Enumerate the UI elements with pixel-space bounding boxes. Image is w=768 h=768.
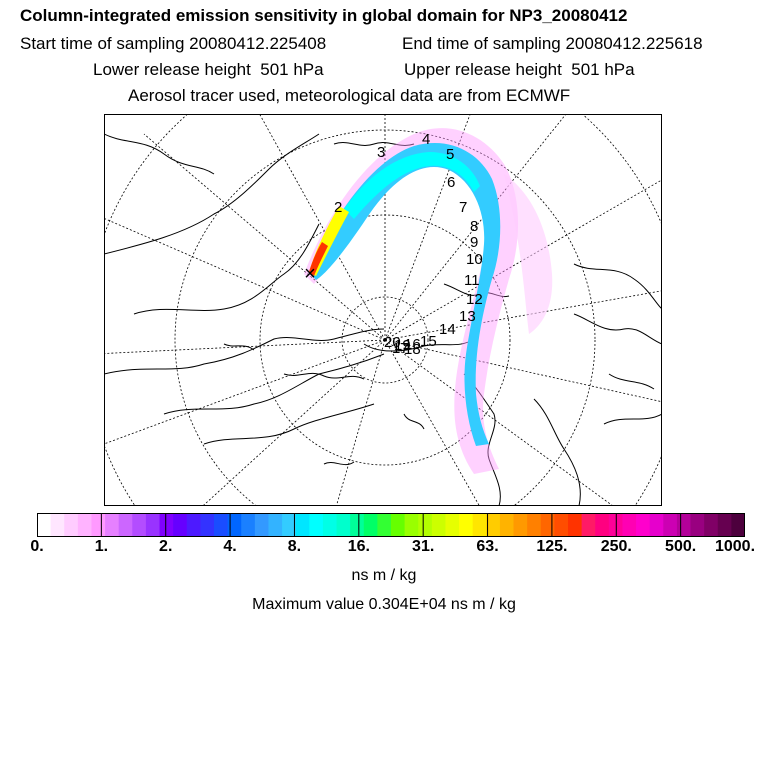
colorbar-cell (336, 513, 351, 537)
colorbar-units: ns m / kg (351, 567, 417, 584)
colorbar-cell (64, 513, 79, 537)
colorbar-cell (37, 513, 52, 537)
plume-core-inner (344, 152, 480, 219)
colorbar-cell (663, 513, 678, 537)
tracer-info-label: Aerosol tracer used, meteorological data… (128, 86, 571, 105)
colorbar-cell (459, 513, 474, 537)
day-label: 7 (459, 199, 467, 216)
day-label: 4 (422, 131, 430, 148)
plot-title: Column-integrated emission sensitivity i… (20, 6, 628, 25)
colorbar-tick-label: 1000. (714, 538, 756, 555)
lower-release-height-label: Lower release height 501 hPa (93, 60, 324, 79)
colorbar-cell (649, 513, 664, 537)
day-label: 20 (384, 334, 401, 351)
day-label: 15 (420, 333, 437, 350)
colorbar-cell (200, 513, 215, 537)
colorbar-cell (377, 513, 392, 537)
day-label: 16 (404, 336, 421, 353)
day-label: 9 (470, 234, 478, 251)
colorbar-tick-label: 63. (476, 538, 499, 555)
upper-release-height-label: Upper release height 501 hPa (404, 60, 635, 79)
maximum-value-label: Maximum value 0.304E+04 ns m / kg (252, 596, 516, 613)
day-label: 11 (464, 272, 480, 289)
colorbar-cell (622, 513, 637, 537)
colorbar-cell (145, 513, 161, 537)
colorbar-cell (431, 513, 446, 537)
colorbar-cell (499, 513, 515, 537)
colorbar-cell (241, 513, 256, 537)
day-label: 18 (404, 341, 421, 358)
plume-core (309, 142, 501, 446)
colorbar-cell (540, 513, 555, 537)
colorbar-cell (159, 513, 174, 537)
colorbar-cell (105, 513, 120, 537)
colorbar-cell (418, 513, 433, 537)
colorbar-cell (513, 513, 528, 537)
colorbar-cell (295, 513, 310, 537)
colorbar-cell (690, 513, 705, 537)
colorbar-cell (595, 513, 610, 537)
colorbar-cell (704, 513, 719, 537)
release-marker: × (304, 263, 316, 285)
colorbar-cell (91, 513, 106, 537)
colorbar-tick-label: 1. (94, 538, 109, 555)
colorbar-tick-label: 250. (600, 538, 632, 555)
colorbar-tick-label: 8. (287, 538, 302, 555)
colorbar-cell (363, 513, 378, 537)
polar-map: × 2 3 4 5 6 7 8 9 10 11 12 13 14 15 16 1… (104, 114, 662, 506)
day-label: 17 (392, 340, 409, 357)
colorbar-cell (404, 513, 419, 537)
colorbar-cell (214, 513, 229, 537)
colorbar-cell (568, 513, 583, 537)
colorbar-cell (309, 513, 324, 537)
day-label: 19 (394, 337, 411, 354)
colorbar-cell (50, 513, 65, 537)
colorbar-cell (445, 513, 460, 537)
colorbar-cell (636, 513, 651, 537)
colorbar-tick-label: 4. (223, 538, 237, 555)
day-label: 12 (466, 291, 483, 308)
colorbar-cell (227, 513, 242, 537)
colorbar-cell (731, 513, 745, 537)
day-label: 2 (334, 199, 342, 216)
plume-peak (309, 242, 328, 276)
colorbar-tick-label: 500. (665, 538, 697, 555)
colorbar-cell (132, 513, 147, 537)
colorbar-cell (77, 513, 92, 537)
day-label: 13 (459, 308, 476, 325)
colorbar-cell (268, 513, 283, 537)
day-label: 5 (446, 146, 454, 163)
coastlines (104, 133, 662, 506)
colorbar-tick-label: 125. (536, 538, 568, 555)
colorbar-cell (717, 513, 732, 537)
colorbar-tick-label: 16. (347, 538, 370, 555)
colorbar-cell (322, 513, 338, 537)
colorbar-cell (173, 513, 188, 537)
day-label: 8 (470, 218, 478, 235)
colorbar-cell (186, 513, 201, 537)
colorbar-tick-label: 0. (30, 538, 44, 555)
colorbar-cell (527, 513, 542, 537)
colorbar-cell (554, 513, 569, 537)
colorbar-tick-label: 31. (412, 538, 435, 555)
colorbar-cell (676, 513, 692, 537)
start-time-label: Start time of sampling 20080412.225408 (20, 34, 327, 53)
colorbar-cell (118, 513, 133, 537)
colorbar-tick-label: 2. (159, 538, 173, 555)
plume-haze-east (504, 174, 553, 334)
day-label: 14 (439, 321, 456, 338)
colorbar-cell (254, 513, 269, 537)
day-label: 3 (377, 144, 385, 161)
day-label: 6 (447, 174, 455, 191)
colorbar-cell (581, 513, 596, 537)
day-label: 10 (466, 251, 483, 268)
colorbar-cell (472, 513, 487, 537)
colorbar-cell (486, 513, 501, 537)
colorbar-cell (391, 513, 406, 537)
end-time-label: End time of sampling 20080412.225618 (402, 34, 703, 53)
colorbar-cell (350, 513, 365, 537)
colorbar (37, 513, 745, 537)
colorbar-cell (282, 513, 297, 537)
